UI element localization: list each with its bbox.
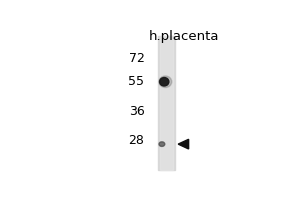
Bar — [158, 36, 175, 170]
Text: 36: 36 — [129, 105, 145, 118]
Text: 55: 55 — [128, 75, 145, 88]
Text: 72: 72 — [129, 52, 145, 65]
Text: h.placenta: h.placenta — [149, 30, 219, 43]
Ellipse shape — [160, 78, 169, 86]
Ellipse shape — [159, 76, 172, 88]
Polygon shape — [178, 139, 189, 149]
Text: 28: 28 — [129, 134, 145, 147]
Bar — [160, 36, 173, 170]
Ellipse shape — [159, 142, 165, 146]
